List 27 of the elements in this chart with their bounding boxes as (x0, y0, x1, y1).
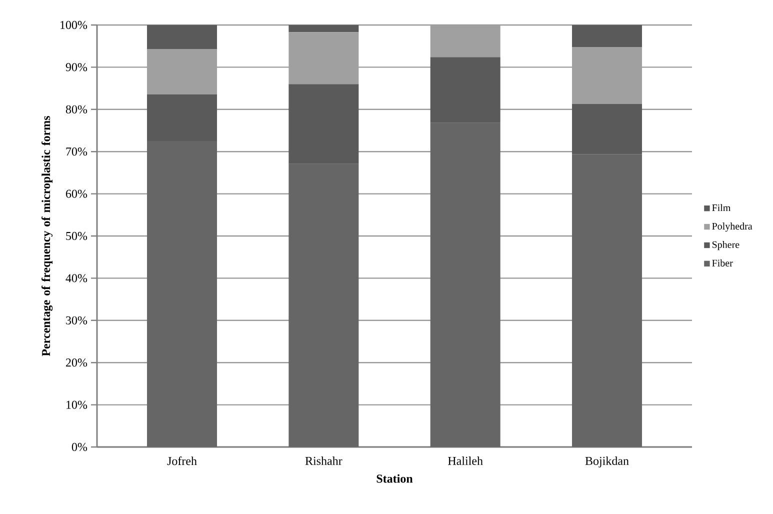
bar (147, 49, 218, 94)
y-tick-label: 50% (66, 232, 88, 240)
x-axis-title: Station (376, 474, 413, 483)
y-tick-label: 80% (66, 105, 88, 114)
y-tick-label: 100% (60, 20, 88, 30)
bar (572, 24, 642, 47)
legend-label: Sphere (712, 240, 740, 250)
y-tick-label: 30% (66, 316, 88, 324)
y-tick-label: 40% (66, 274, 88, 282)
x-tick-label: Bojikdan (585, 456, 629, 468)
x-tick-label: Halileh (448, 456, 483, 465)
y-tick-label: 90% (66, 63, 88, 72)
y-tick-label: 0% (72, 442, 88, 452)
y-axis-title: Percentage of frequency of microplastic forms (42, 116, 53, 356)
x-tick-label: Rishahr (305, 456, 342, 465)
bar (288, 32, 359, 84)
y-tick-label: 20% (66, 358, 88, 367)
legend-label: Fiber (712, 259, 733, 266)
x-tick-label: Jofreh (167, 456, 197, 466)
bar (572, 46, 642, 104)
y-tick-label: 70% (66, 148, 88, 156)
legend-label: Polyhedra (712, 222, 752, 232)
legend-label: Film (712, 204, 731, 212)
bar (147, 24, 218, 50)
y-tick-label: 10% (66, 400, 88, 409)
bar (288, 24, 359, 32)
y-tick-label: 60% (66, 190, 88, 198)
